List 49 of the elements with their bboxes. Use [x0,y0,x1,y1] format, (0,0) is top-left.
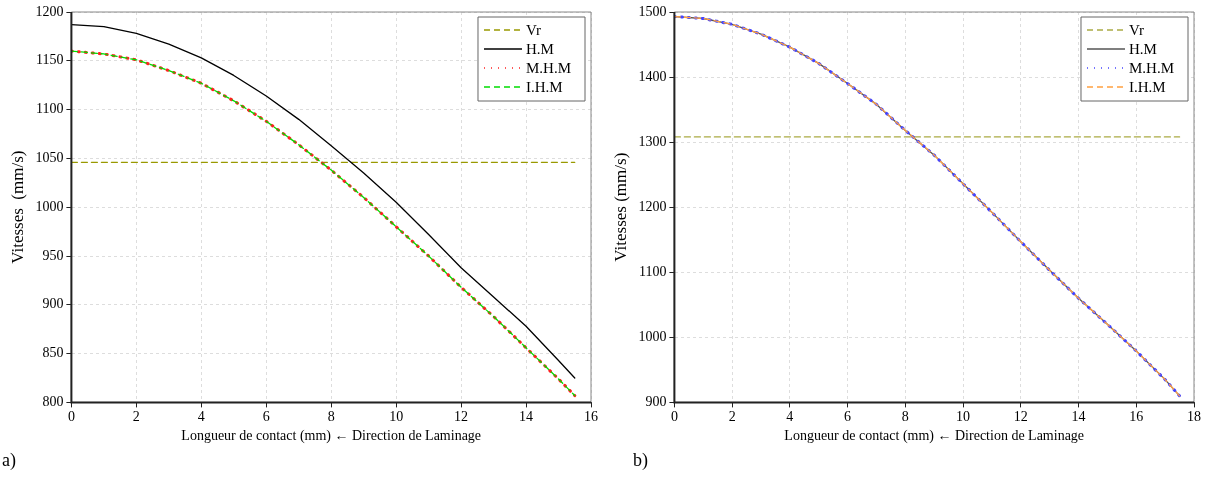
legend-label: M.H.M [525,59,572,76]
x-tick-label: 10 [956,409,971,425]
x-tick-label: 2 [728,409,736,425]
y-tick-label: 1300 [638,133,667,149]
legend-label: H.M [1128,40,1157,57]
x-tick-label: 0 [67,409,75,425]
legend-label: Vr [1128,21,1144,38]
y-tick-label: 1150 [35,52,64,68]
x-tick-label: 16 [584,409,598,425]
y-tick-label: 900 [645,394,667,410]
x-tick-label: 8 [901,409,909,425]
y-tick-label: 1400 [638,68,667,84]
y-axis-title: Vitesses (mm/s) [7,150,27,264]
legend-label: I.H.M [525,78,563,95]
y-tick-label: 1000 [35,198,64,214]
y-tick-label: 1500 [638,3,667,19]
y-tick-label: 1050 [35,150,64,166]
x-tick-label: 14 [519,409,534,425]
y-tick-label: 1200 [35,3,64,19]
y-tick-label: 900 [42,296,64,312]
x-tick-label: 2 [132,409,140,425]
x-axis-title: Longueur de contact (mm) ← Direction de Laminage [784,428,1085,445]
legend-label: Vr [525,21,541,38]
x-tick-label: 18 [1187,409,1201,425]
x-tick-label: 8 [327,409,335,425]
y-tick-label: 950 [42,247,64,263]
x-tick-label: 6 [844,409,852,425]
x-tick-label: 12 [454,409,469,425]
x-tick-label: 16 [1129,409,1144,425]
x-tick-label: 4 [197,409,205,425]
y-tick-label: 1100 [638,263,667,279]
y-tick-label: 850 [42,345,64,361]
text: a) [2,450,16,471]
x-tick-label: 14 [1071,409,1086,425]
y-axis-title: Vitesses (mm/s) [610,152,630,262]
x-tick-label: 10 [389,409,404,425]
x-axis-title: Longueur de contact (mm) ← Direction de Laminage [181,428,482,445]
y-tick-label: 1000 [638,329,667,345]
x-tick-label: 4 [786,409,794,425]
y-tick-label: 800 [42,394,64,410]
y-tick-label: 1100 [35,101,64,117]
x-tick-label: 0 [670,409,678,425]
legend-label: M.H.M [1128,59,1175,76]
y-tick-label: 1200 [638,198,667,214]
x-tick-label: 6 [262,409,270,425]
legend-label: H.M [525,40,554,57]
text: b) [633,450,648,471]
x-tick-label: 12 [1013,409,1028,425]
legend-label: I.H.M [1128,78,1166,95]
